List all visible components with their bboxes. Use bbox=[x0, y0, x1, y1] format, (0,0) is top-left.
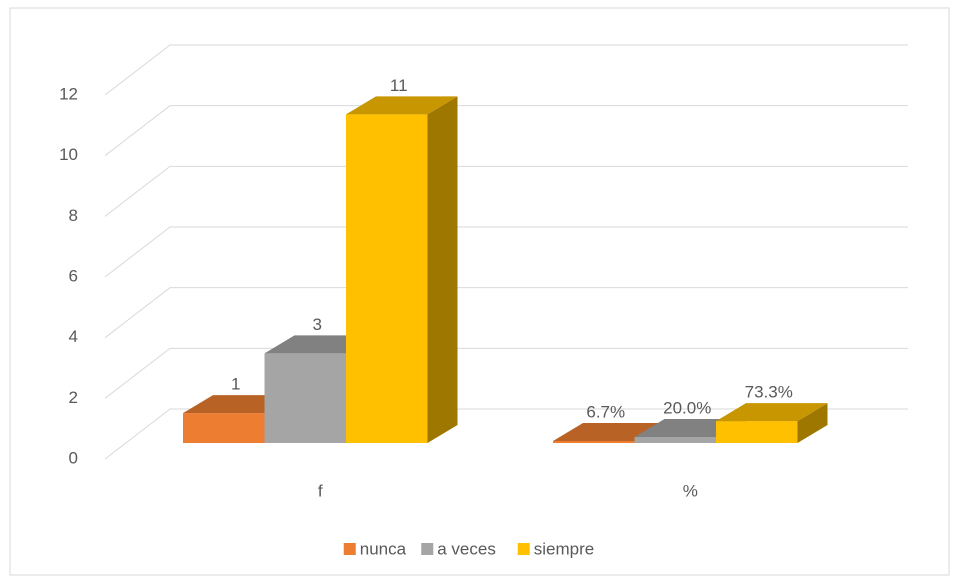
bar-front bbox=[346, 114, 428, 444]
bar bbox=[346, 96, 458, 444]
legend-label: siempre bbox=[534, 539, 594, 558]
bar-front bbox=[183, 413, 265, 443]
data-label: 20.0% bbox=[663, 399, 711, 418]
legend-swatch bbox=[343, 543, 356, 555]
grid-line bbox=[104, 408, 908, 460]
y-tick-label: 2 bbox=[69, 388, 78, 407]
bar bbox=[716, 403, 828, 443]
legend-swatch bbox=[517, 543, 530, 555]
grid-line bbox=[104, 105, 908, 157]
bar-front bbox=[634, 437, 716, 443]
legend-swatch bbox=[421, 543, 434, 555]
legend-label: a veces bbox=[437, 539, 496, 558]
data-label: 11 bbox=[390, 76, 408, 95]
x-tick-label: % bbox=[683, 481, 698, 500]
bar-front bbox=[264, 353, 346, 443]
grid-line bbox=[104, 347, 908, 399]
x-tick-label: f bbox=[318, 481, 323, 500]
y-tick-label: 10 bbox=[59, 145, 78, 164]
bar-front bbox=[553, 440, 635, 443]
y-tick-label: 0 bbox=[69, 448, 78, 467]
data-label: 6.7% bbox=[586, 402, 625, 421]
y-tick-label: 6 bbox=[69, 266, 78, 285]
y-tick-label: 8 bbox=[69, 206, 78, 225]
grid-line bbox=[104, 165, 908, 217]
grid-line bbox=[104, 287, 908, 339]
grid-line bbox=[104, 44, 908, 96]
y-tick-label: 4 bbox=[69, 327, 78, 346]
grid-line bbox=[104, 226, 908, 278]
bar-side bbox=[427, 96, 458, 444]
bar-front bbox=[716, 421, 798, 443]
bar-top bbox=[716, 403, 828, 422]
legend-label: nunca bbox=[360, 539, 407, 558]
data-label: 73.3% bbox=[745, 383, 793, 402]
bar-top bbox=[346, 96, 458, 115]
data-label: 3 bbox=[313, 315, 322, 334]
chart-border bbox=[9, 7, 950, 576]
y-tick-label: 12 bbox=[59, 84, 78, 103]
data-label: 1 bbox=[231, 375, 240, 394]
bar-side bbox=[797, 403, 828, 443]
